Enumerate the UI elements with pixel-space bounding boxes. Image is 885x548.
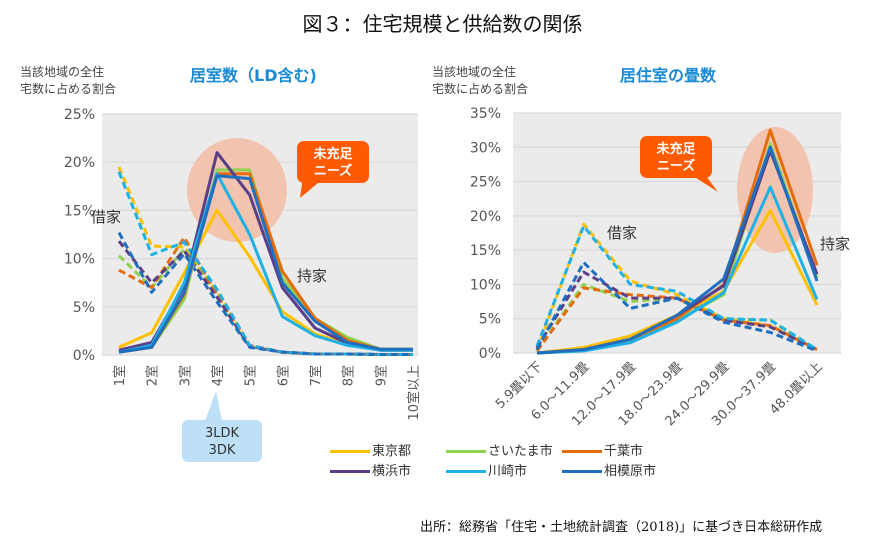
legend-swatch bbox=[330, 450, 370, 453]
unmet-callout-text: ニーズ bbox=[657, 158, 695, 174]
left-y-axis-label-line1: 当該地域の全住 bbox=[20, 65, 105, 79]
series-line-rent bbox=[117, 231, 413, 356]
legend-label: 千葉市 bbox=[604, 444, 644, 459]
x-tick-label: 9室 bbox=[373, 365, 389, 386]
y-tick-label: 0% bbox=[479, 346, 501, 362]
source-note: 出所：総務省「住宅・土地統計調査（2018)」に基づき日本総研作成 bbox=[420, 520, 823, 535]
series-line-rent bbox=[118, 235, 413, 356]
right-y-axis-label-line2: 宅数に占める割合 bbox=[432, 82, 529, 96]
x-tick-label: 3室 bbox=[177, 365, 193, 386]
series-line-rent bbox=[117, 247, 413, 356]
y-tick-label: 10% bbox=[470, 277, 501, 293]
x-tick-label: 2室 bbox=[145, 365, 161, 386]
own-label: 持家 bbox=[297, 267, 327, 285]
right-chart-title: 居住室の畳数 bbox=[620, 66, 717, 85]
x-tick-label: 7室 bbox=[308, 365, 324, 386]
x-tick-label: 8室 bbox=[341, 365, 357, 386]
legend-swatch bbox=[446, 470, 486, 473]
y-tick-label: 20% bbox=[470, 209, 501, 225]
legend-item-saitama: さいたま市 bbox=[446, 440, 553, 459]
layout-callout-box bbox=[182, 420, 262, 462]
right-y-axis-label: 当該地域の全住 宅数に占める割合 bbox=[432, 64, 528, 98]
figure-title: 図３：住宅規模と供給数の関係 bbox=[302, 12, 583, 36]
legend-swatch bbox=[562, 470, 602, 473]
legend-item-tokyo: 東京都 bbox=[330, 440, 411, 459]
legend-label: 東京都 bbox=[372, 444, 412, 459]
legend-item-sagamihara: 相模原市 bbox=[562, 460, 656, 479]
own-label: 持家 bbox=[820, 235, 850, 253]
legend-label: さいたま市 bbox=[488, 444, 553, 459]
y-tick-label: 15% bbox=[470, 243, 501, 259]
x-tick-label: 4室 bbox=[210, 365, 226, 386]
x-tick-label: 10室以上 bbox=[406, 365, 422, 421]
x-tick-label: 5室 bbox=[243, 365, 259, 386]
series-line-rent bbox=[535, 261, 818, 353]
unmet-callout-text: 未充足 bbox=[655, 141, 696, 157]
series-line-own bbox=[118, 172, 413, 354]
y-tick-label: 5% bbox=[479, 312, 501, 328]
left-y-axis-label: 当該地域の全住 宅数に占める割合 bbox=[20, 64, 116, 98]
legend-item-kawasaki: 川崎市 bbox=[446, 460, 527, 479]
legend-label: 横浜市 bbox=[372, 464, 412, 479]
x-tick-label: 1室 bbox=[112, 365, 128, 386]
y-tick-label: 20% bbox=[64, 155, 95, 171]
y-tick-label: 10% bbox=[64, 252, 95, 268]
unmet-callout-box bbox=[640, 136, 712, 178]
layout-callout-text: 3LDK bbox=[205, 426, 240, 441]
y-tick-label: 25% bbox=[64, 107, 95, 123]
rent-label: 借家 bbox=[91, 208, 121, 226]
legend-swatch bbox=[562, 450, 602, 453]
legend-label: 川崎市 bbox=[488, 464, 528, 479]
y-tick-label: 30% bbox=[470, 140, 501, 156]
legend-item-chiba: 千葉市 bbox=[562, 440, 643, 459]
x-tick-label: 6室 bbox=[275, 365, 291, 386]
series-line-own bbox=[536, 145, 819, 355]
left-y-axis-label-line2: 宅数に占める割合 bbox=[20, 82, 117, 96]
unmet-callout-text: ニーズ bbox=[314, 163, 352, 179]
series-line-own bbox=[118, 174, 413, 354]
right-y-axis-label-line1: 当該地域の全住 bbox=[432, 65, 517, 79]
legend-swatch bbox=[446, 450, 486, 453]
y-tick-label: 15% bbox=[64, 203, 95, 219]
y-tick-label: 5% bbox=[73, 300, 95, 316]
y-tick-label: 0% bbox=[73, 348, 95, 364]
layout-callout-text: 3DK bbox=[209, 443, 236, 458]
legend-label: 相模原市 bbox=[604, 464, 657, 479]
right-chart: 0%5%10%15%20%25%30%35%5.9畳以下6.0～11.9畳12.… bbox=[470, 106, 850, 429]
unmet-callout-tail bbox=[300, 177, 318, 198]
layout-callout-tail bbox=[205, 391, 222, 421]
left-chart-title: 居室数（LD含む) bbox=[190, 66, 317, 85]
y-tick-label: 25% bbox=[470, 175, 501, 191]
y-tick-label: 35% bbox=[470, 106, 501, 122]
legend-swatch bbox=[330, 470, 370, 473]
legend-item-yokohama: 横浜市 bbox=[330, 460, 411, 479]
unmet-callout-tail bbox=[693, 176, 718, 192]
rent-label: 借家 bbox=[607, 224, 637, 242]
unmet-callout-box bbox=[297, 141, 369, 183]
unmet-callout-text: 未充足 bbox=[312, 146, 353, 162]
left-chart: 0% 5% 10% 15% 20% 25% 1室 2室 3室 4室 5室 6室 7室 8室 9室 10室以上 借… bbox=[64, 107, 422, 462]
